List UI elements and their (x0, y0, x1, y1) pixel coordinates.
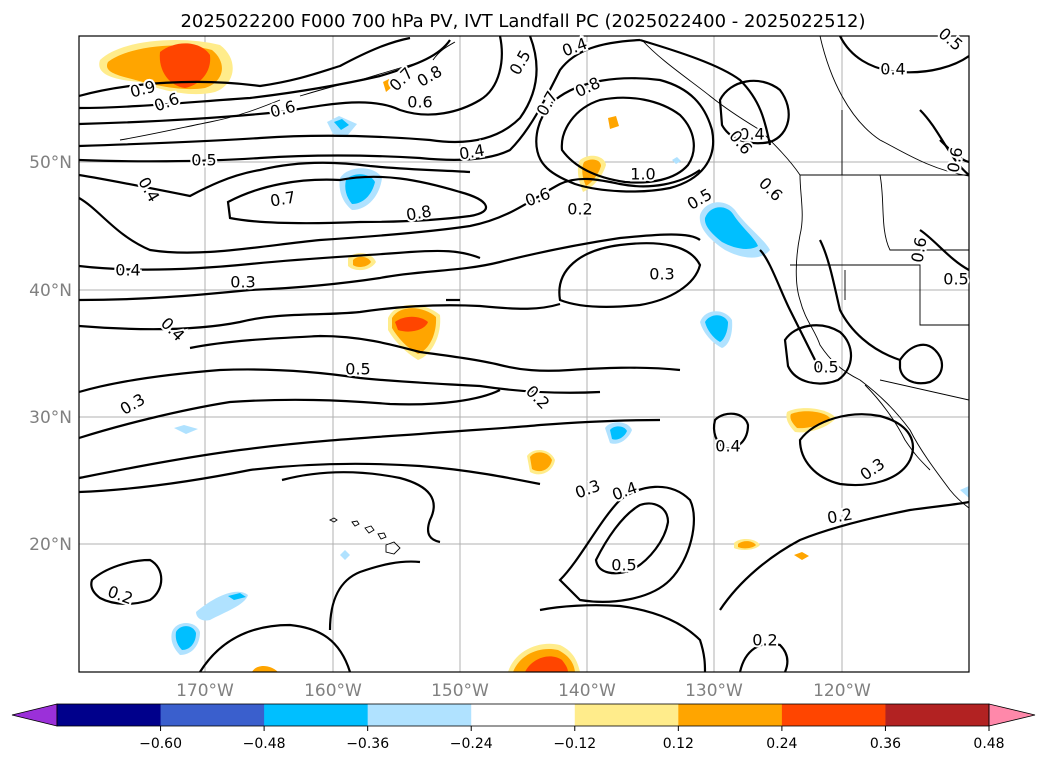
colorbar-tick-label: −0.60 (139, 736, 182, 752)
colorbar-segment (781, 704, 886, 726)
latitude-labels: 50°N 40°N 30°N 20°N (29, 153, 72, 555)
colorbar-tick-label: −0.36 (346, 736, 389, 752)
colorbar-tick-label: −0.48 (243, 736, 286, 752)
colorbar-tick-label: 0.36 (870, 736, 901, 752)
contour-label: 0.5 (611, 556, 636, 575)
colorbar-segment (574, 704, 679, 726)
lon-label: 120°W (813, 681, 871, 701)
map-content (79, 36, 969, 672)
colorbar-tick-label: 0.48 (973, 736, 1004, 752)
colorbar-segment (885, 704, 990, 726)
lat-label: 30°N (29, 408, 72, 428)
pv-contours (79, 36, 969, 672)
contour-label: 0.4 (739, 125, 764, 144)
colorbar-segment (471, 704, 576, 726)
contour-label: 0.2 (752, 631, 777, 650)
lon-label: 140°W (558, 681, 616, 701)
filled-anomalies (99, 40, 969, 672)
colorbar-tick-label: 0.12 (663, 736, 694, 752)
colorbar-tick-label: −0.24 (450, 736, 493, 752)
contour-label: 0.8 (405, 201, 433, 224)
lat-label: 40°N (29, 281, 72, 301)
contour-label: 0.3 (649, 265, 674, 284)
colorbar-segment (264, 704, 369, 726)
colorbar-tick-label: 0.24 (766, 736, 797, 752)
contour-label: 0.6 (407, 93, 432, 112)
colorbar-segment (367, 704, 472, 726)
map-area (79, 36, 969, 672)
colorbar-segment (160, 704, 265, 726)
figure-title: 2025022200 F000 700 hPa PV, IVT Landfall… (180, 11, 865, 32)
colorbar: −0.60 −0.48 −0.36 −0.24 −0.12 0.12 0.24 0.36 0.4… (11, 703, 1036, 752)
map-frame (78, 35, 970, 673)
contour-label: 0.4 (115, 261, 140, 280)
lon-label: 150°W (431, 681, 489, 701)
colorbar-tick-label: −0.12 (553, 736, 596, 752)
colorbar-arrow-low (11, 703, 58, 727)
contour-label: 0.5 (345, 360, 370, 379)
contour-label: 0.5 (191, 151, 216, 170)
coastlines (119, 36, 969, 555)
colorbar-segment (678, 704, 783, 726)
contour-label: 0.2 (567, 200, 592, 219)
colorbar-arrow-high (988, 703, 1036, 727)
lon-label: 130°W (685, 681, 743, 701)
longitude-labels: 170°W 160°W 150°W 140°W 130°W 120°W (176, 681, 871, 701)
lon-label: 170°W (176, 681, 234, 701)
lat-label: 50°N (29, 153, 72, 173)
contour-label: 0.4 (880, 60, 905, 79)
contour-label: 0.5 (813, 358, 838, 377)
contour-label: 1.0 (630, 165, 655, 184)
contour-label: 0.5 (943, 270, 968, 289)
contour-labels: 0.90.6 0.60.70.80.60.40.50.80.70.5 0.40.70… (103, 22, 971, 652)
colorbar-segment (57, 704, 162, 726)
contour-label: 0.3 (230, 273, 255, 292)
colorbar-frame (56, 703, 990, 727)
lat-label: 20°N (29, 535, 72, 555)
lon-label: 160°W (304, 681, 362, 701)
contour-label: 0.4 (715, 437, 740, 456)
